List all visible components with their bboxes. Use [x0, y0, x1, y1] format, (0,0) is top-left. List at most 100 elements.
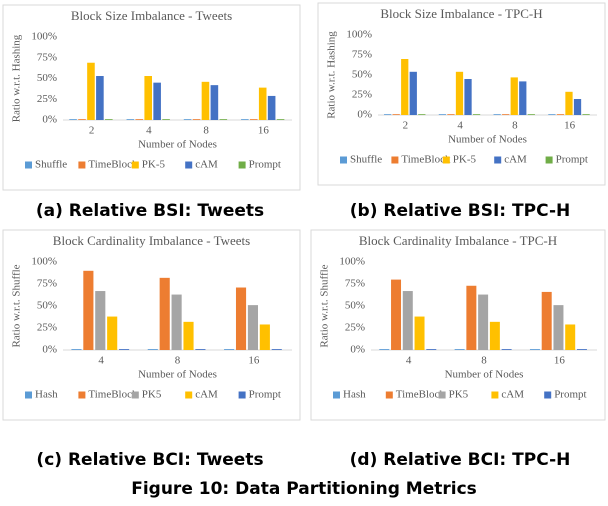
bar — [573, 99, 582, 115]
chart-border — [317, 2, 606, 186]
legend-label: Prompt — [556, 154, 588, 166]
x-axis-title: Number of Nodes — [138, 139, 217, 151]
x-tick-label: 2 — [89, 125, 95, 137]
y-tick-label: 75% — [352, 49, 372, 61]
x-axis-title: Number of Nodes — [448, 134, 527, 146]
y-tick-label: 0% — [42, 114, 57, 126]
legend-swatch — [185, 391, 193, 399]
chart-title: Block Cardinality Imbalance - Tweets — [53, 233, 250, 248]
bar — [384, 114, 392, 115]
x-tick-label: 4 — [98, 355, 104, 367]
legend-swatch — [491, 391, 499, 399]
bar — [126, 119, 135, 120]
y-axis-title: Ratio w.r.t. Shuffle — [319, 264, 331, 347]
legend-label: Prompt — [249, 389, 281, 401]
bar — [391, 279, 402, 350]
bar — [224, 349, 235, 350]
y-tick-label: 0% — [42, 344, 57, 356]
bar — [438, 114, 447, 115]
bar — [464, 79, 472, 115]
chart-caption: (d) Relative BCI: TPC-H — [350, 450, 571, 470]
legend-label: PK5 — [449, 389, 469, 401]
bar — [553, 305, 564, 350]
bar — [582, 114, 590, 115]
bar — [249, 119, 258, 120]
bar — [414, 316, 425, 350]
legend-swatch — [131, 391, 139, 399]
bar — [153, 82, 161, 120]
x-axis-title: Number of Nodes — [138, 369, 217, 381]
legend-label: PK-5 — [142, 159, 166, 171]
legend-swatch — [494, 156, 502, 164]
legend-label: PK-5 — [453, 154, 477, 166]
bar — [379, 349, 390, 350]
y-tick-label: 50% — [352, 69, 372, 81]
bar — [472, 114, 481, 115]
bar — [235, 287, 247, 350]
legend-label: TimeBlock — [401, 154, 451, 166]
bar — [159, 277, 170, 350]
legend-label: TimeBlock — [88, 389, 138, 401]
legend-swatch — [238, 391, 246, 399]
bar — [258, 87, 267, 120]
bar — [501, 349, 512, 350]
y-tick-label: 100% — [31, 256, 57, 268]
legend-swatch — [185, 161, 193, 169]
bar — [87, 62, 95, 120]
bar — [95, 291, 106, 350]
bar — [144, 76, 153, 120]
bar — [147, 349, 158, 350]
legend-swatch — [442, 156, 450, 164]
bar — [219, 119, 228, 120]
y-axis-title: Ratio w.r.t. Shuffle — [11, 264, 23, 347]
legend-swatch — [333, 391, 340, 399]
legend-label: cAM — [504, 154, 527, 166]
bar — [426, 349, 437, 350]
bar — [183, 321, 194, 350]
legend-swatch — [385, 391, 393, 399]
legend-swatch — [25, 161, 32, 169]
legend-label: Shuffle — [350, 154, 382, 166]
bar — [478, 294, 489, 350]
bar — [271, 349, 282, 350]
legend-label: Hash — [343, 389, 366, 401]
bar — [565, 324, 576, 350]
y-tick-label: 100% — [339, 256, 365, 268]
bar — [402, 291, 413, 350]
y-tick-label: 50% — [345, 300, 365, 312]
bar — [529, 349, 540, 350]
chart-caption: (a) Relative BSI: Tweets — [36, 201, 264, 221]
y-tick-label: 50% — [37, 300, 57, 312]
bar — [510, 77, 518, 115]
bar — [267, 95, 276, 120]
bar — [183, 119, 192, 120]
bar — [78, 119, 86, 120]
x-tick-label: 16 — [258, 125, 270, 137]
chart-title: Block Size Imbalance - TPC-H — [380, 6, 542, 21]
bar — [548, 114, 556, 115]
bar — [519, 81, 527, 115]
bar — [247, 305, 259, 350]
legend-swatch — [438, 391, 446, 399]
y-tick-label: 25% — [37, 322, 57, 334]
bar — [447, 114, 455, 115]
y-tick-label: 50% — [37, 72, 57, 84]
legend-swatch — [391, 156, 399, 164]
bar — [171, 294, 182, 350]
legend-label: TimeBlock — [88, 159, 138, 171]
bar — [541, 291, 552, 350]
bar — [241, 119, 249, 120]
legend-swatch — [545, 156, 553, 164]
y-tick-label: 0% — [357, 109, 372, 121]
legend-swatch — [340, 156, 347, 164]
x-tick-label: 8 — [203, 125, 209, 137]
chart-border — [310, 229, 606, 421]
x-tick-label: 2 — [403, 120, 409, 132]
bar — [527, 114, 535, 115]
legend-label: PK5 — [142, 389, 162, 401]
y-tick-label: 75% — [345, 278, 365, 290]
figure-caption: Figure 10: Data Partitioning Metrics — [131, 479, 477, 499]
bar — [119, 349, 130, 350]
bar — [107, 316, 118, 350]
